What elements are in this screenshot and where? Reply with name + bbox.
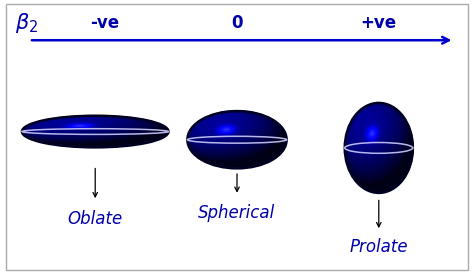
Text: -ve: -ve — [90, 13, 119, 32]
Text: Spherical: Spherical — [199, 204, 275, 222]
FancyBboxPatch shape — [6, 4, 468, 270]
Text: +ve: +ve — [361, 13, 397, 32]
Text: $\beta_2$: $\beta_2$ — [15, 10, 38, 35]
Text: Prolate: Prolate — [349, 238, 408, 256]
Text: 0: 0 — [231, 13, 243, 32]
Text: Oblate: Oblate — [68, 210, 123, 228]
